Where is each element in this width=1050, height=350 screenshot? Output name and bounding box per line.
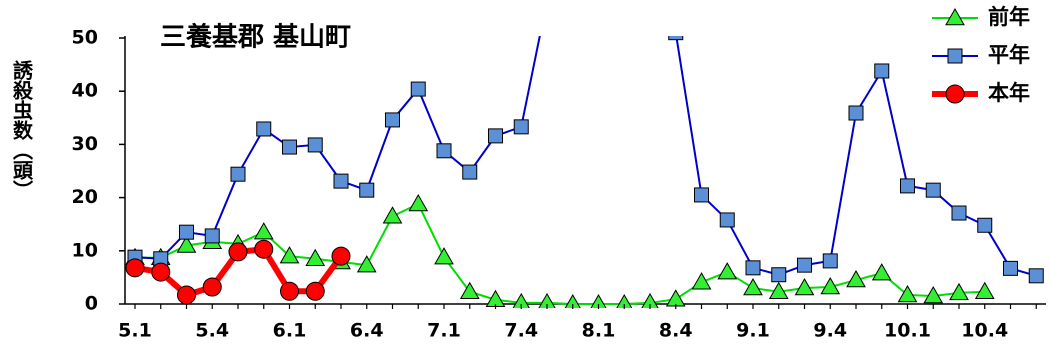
- data-point: [641, 292, 659, 308]
- legend-marker: [947, 48, 963, 64]
- y-tick-label: 20: [72, 186, 98, 208]
- series-line: [135, 202, 985, 305]
- data-point: [871, 263, 892, 281]
- legend-label: 平年: [988, 43, 1030, 67]
- y-axis-label: 誘殺虫数（頭）: [10, 59, 34, 200]
- y-tick-label: 30: [72, 133, 98, 155]
- data-point: [512, 292, 530, 308]
- data-point: [925, 182, 941, 198]
- data-point: [385, 112, 400, 128]
- data-point: [513, 119, 529, 135]
- data-point: [745, 260, 761, 276]
- chart-title: 三養基郡 基山町: [160, 23, 351, 53]
- data-point: [743, 278, 763, 296]
- legend-label: 前年: [988, 5, 1030, 29]
- data-point: [410, 81, 426, 97]
- data-point: [694, 187, 709, 203]
- data-point: [616, 293, 633, 308]
- data-point: [719, 212, 735, 228]
- x-tick-label: 5.4: [195, 320, 229, 342]
- data-point: [768, 281, 789, 300]
- x-tick-label: 9.1: [736, 320, 770, 342]
- data-point: [897, 284, 918, 303]
- legend-marker: [945, 84, 965, 104]
- data-point: [256, 121, 272, 137]
- y-tick-label: 40: [72, 80, 98, 102]
- data-point: [949, 282, 969, 301]
- data-point: [177, 285, 196, 305]
- data-point: [538, 292, 556, 308]
- data-point: [436, 143, 452, 159]
- data-point: [977, 217, 993, 233]
- data-point: [923, 286, 944, 304]
- data-point: [540, 0, 554, 8]
- data-point: [359, 182, 375, 198]
- x-tick-label: 6.4: [350, 320, 384, 342]
- x-tick-label: 9.4: [813, 320, 847, 342]
- data-point: [282, 139, 297, 155]
- data-point: [488, 128, 503, 144]
- data-point: [179, 224, 194, 240]
- data-point: [691, 272, 712, 290]
- plot-area: [125, 0, 1044, 308]
- data-point: [459, 281, 480, 300]
- data-point: [717, 262, 738, 280]
- x-tick-label: 8.1: [582, 320, 616, 342]
- legend-label: 本年: [988, 81, 1030, 105]
- data-point: [333, 173, 349, 189]
- data-point: [228, 242, 248, 262]
- data-point: [951, 205, 967, 221]
- data-point: [356, 255, 377, 273]
- data-point: [230, 166, 246, 182]
- data-point: [331, 246, 351, 266]
- y-tick-label: 0: [85, 293, 98, 315]
- data-point: [1028, 268, 1044, 284]
- x-tick-label: 7.1: [427, 320, 461, 342]
- data-point: [590, 293, 607, 308]
- data-point: [665, 289, 686, 307]
- data-point: [305, 281, 325, 301]
- data-point: [307, 137, 323, 153]
- data-point: [771, 267, 787, 283]
- data-point: [253, 222, 274, 240]
- data-point: [382, 206, 403, 224]
- data-point: [408, 193, 429, 212]
- x-tick-label: 8.4: [659, 320, 693, 342]
- data-point: [462, 164, 478, 180]
- data-point: [848, 105, 864, 121]
- x-tick-label: 10.4: [961, 320, 1008, 342]
- data-point: [846, 270, 866, 288]
- data-point: [434, 247, 454, 265]
- data-point: [202, 277, 222, 297]
- data-point: [1003, 260, 1018, 276]
- data-point: [822, 253, 838, 269]
- data-point: [280, 281, 299, 301]
- x-tick-label: 10.1: [884, 320, 931, 342]
- data-point: [668, 36, 684, 41]
- data-point: [820, 276, 841, 295]
- data-point: [797, 257, 812, 273]
- data-point: [974, 281, 995, 300]
- data-point: [564, 293, 581, 308]
- x-tick-label: 6.1: [273, 320, 307, 342]
- x-tick-label: 7.4: [504, 320, 538, 342]
- data-point: [176, 235, 197, 253]
- legend-marker: [945, 7, 965, 26]
- y-tick-label: 50: [72, 27, 98, 49]
- data-point: [254, 239, 274, 259]
- data-point: [874, 63, 890, 79]
- x-tick-label: 5.1: [118, 320, 152, 342]
- y-tick-label: 10: [72, 239, 98, 261]
- data-point: [279, 246, 300, 264]
- data-point: [204, 228, 220, 244]
- data-point: [794, 278, 815, 296]
- data-point: [125, 258, 145, 278]
- data-point: [151, 262, 171, 282]
- data-point: [305, 248, 326, 267]
- data-point: [900, 178, 915, 194]
